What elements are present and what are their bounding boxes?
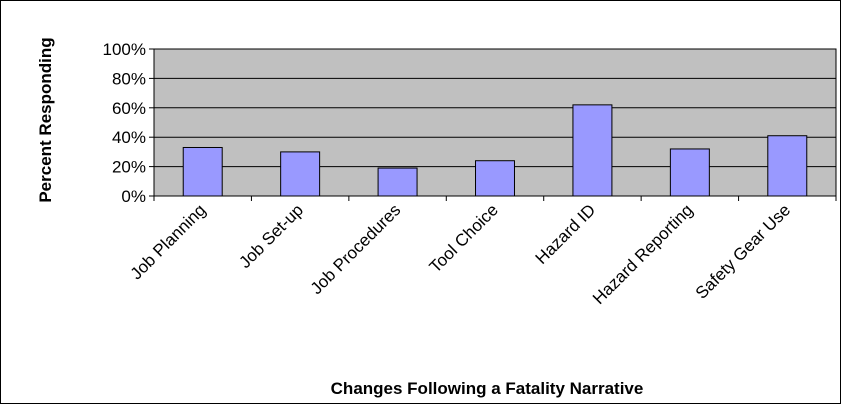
y-tick-label: 20% (112, 158, 146, 177)
bar (182, 146, 223, 197)
y-tick-label: 80% (112, 69, 146, 88)
bar (280, 151, 321, 197)
bar (767, 135, 808, 197)
bar (572, 104, 613, 197)
y-tick-label: 0% (121, 187, 146, 206)
y-tick-label: 60% (112, 99, 146, 118)
bar (377, 167, 418, 197)
bar (475, 160, 515, 197)
y-tick-label: 100% (103, 40, 146, 59)
y-tick-label: 40% (112, 128, 146, 147)
y-axis-ticks: 0% 20% 40% 60% 80% 100% (103, 40, 154, 206)
bars-group (182, 104, 808, 197)
bar (669, 148, 710, 197)
y-axis-title: Percent Responding (36, 37, 55, 202)
x-axis-title: Changes Following a Fatality Narrative (331, 379, 644, 398)
